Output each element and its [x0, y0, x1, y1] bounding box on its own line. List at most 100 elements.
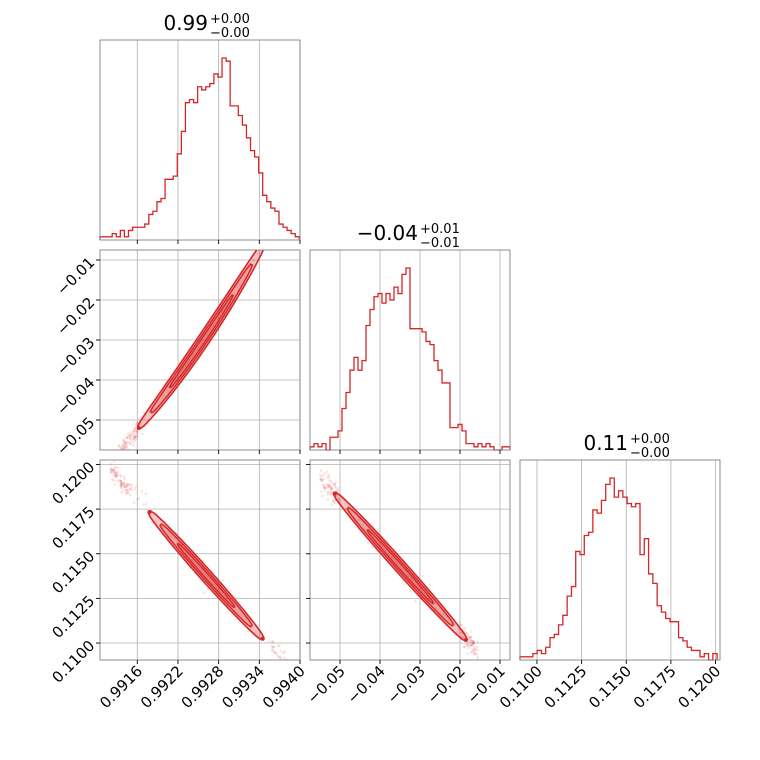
scatter-point [329, 480, 333, 483]
scatter-point [120, 482, 123, 485]
x-tick-label: 0.9916 [96, 662, 146, 712]
density-contour-inner [168, 293, 235, 389]
scatter-point [120, 444, 124, 447]
scatter-point [280, 207, 283, 210]
scatter-point [273, 224, 276, 227]
scatter-point [336, 497, 340, 500]
scatter-point [275, 652, 278, 655]
scatter-point [320, 479, 324, 482]
scatter-point [135, 423, 138, 426]
scatter-point [135, 421, 139, 425]
scatter-point [254, 630, 258, 634]
scatter-point [128, 436, 132, 440]
scatter-point [323, 486, 326, 489]
scatter-point [123, 447, 127, 450]
scatter-point [281, 662, 284, 665]
scatter-point [280, 212, 283, 215]
scatter-point [471, 640, 474, 644]
scatter-point [320, 477, 323, 481]
scatter-point [290, 194, 293, 197]
scatter-point [131, 432, 135, 436]
scatter-point [292, 198, 295, 201]
scatter-point [326, 493, 330, 496]
scatter-point [279, 214, 282, 217]
scatter-point [137, 497, 140, 500]
scatter-point [115, 474, 118, 478]
scatter-point [123, 444, 127, 448]
x-tick-label: −0.02 [424, 662, 469, 707]
scatter-point [286, 204, 289, 207]
scatter-point [119, 486, 123, 490]
scatter-point [170, 534, 173, 538]
scatter-point [286, 663, 289, 666]
scatter-point [458, 621, 461, 624]
scatter-point [282, 662, 285, 665]
density-contour-inner [176, 542, 236, 609]
scatter-point [472, 648, 476, 652]
scatter-point [333, 482, 336, 486]
scatter-point [124, 444, 128, 447]
scatter-point [133, 438, 137, 442]
scatter-point [125, 482, 128, 485]
scatter-point [290, 193, 293, 196]
scatter-point [271, 648, 274, 652]
scatter-point [285, 196, 288, 199]
scatter-point [332, 498, 336, 502]
scatter-point [279, 661, 282, 664]
scatter-point [469, 643, 472, 647]
scatter-point [138, 416, 141, 420]
scatter-point [128, 493, 131, 497]
scatter-point [462, 629, 466, 632]
scatter-point [283, 214, 286, 217]
scatter-point [288, 196, 291, 199]
scatter-point [114, 474, 118, 478]
pair-panel-0-2 [109, 460, 289, 669]
scatter-point [275, 223, 278, 226]
scatter-point [464, 637, 468, 642]
scatter-point [119, 474, 123, 478]
scatter-point [121, 482, 124, 485]
scatter-point [229, 589, 233, 593]
scatter-point [134, 432, 138, 436]
scatter-point [129, 486, 132, 490]
panel-title-value: 0.99 [163, 11, 208, 35]
scatter-point [475, 645, 479, 649]
scatter-point [132, 430, 135, 433]
scatter-point [326, 473, 330, 477]
scatter-point [323, 488, 326, 492]
scatter-point [271, 234, 274, 237]
scatter-point [122, 446, 125, 450]
axes-frame [309, 249, 511, 451]
scatter-point [123, 485, 127, 488]
scatter-point [122, 439, 125, 443]
scatter-point [192, 352, 196, 356]
scatter-point [114, 475, 118, 479]
scatter-point [475, 652, 479, 656]
scatter-point [131, 430, 134, 434]
scatter-point [330, 485, 334, 489]
scatter-point [122, 445, 126, 448]
scatter-point [285, 666, 288, 669]
pair-panel-1-2 [318, 469, 480, 660]
scatter-point [469, 640, 472, 643]
scatter-point [134, 435, 137, 439]
scatter-point [116, 479, 120, 483]
scatter-point [115, 472, 118, 476]
scatter-point [111, 477, 114, 481]
scatter-point [121, 447, 125, 450]
x-tick-label: −0.05 [304, 662, 349, 707]
scatter-point [123, 485, 127, 489]
scatter-point [132, 440, 136, 444]
scatter-point [272, 229, 275, 232]
scatter-point [133, 427, 137, 431]
scatter-point [141, 432, 144, 435]
scatter-point [319, 475, 323, 479]
scatter-point [276, 221, 279, 224]
scatter-point [260, 636, 265, 641]
scatter-point [135, 430, 139, 433]
scatter-point [135, 429, 138, 433]
scatter-point [286, 210, 289, 213]
scatter-point [136, 497, 139, 501]
scatter-point [220, 591, 223, 594]
scatter-point [114, 474, 117, 478]
